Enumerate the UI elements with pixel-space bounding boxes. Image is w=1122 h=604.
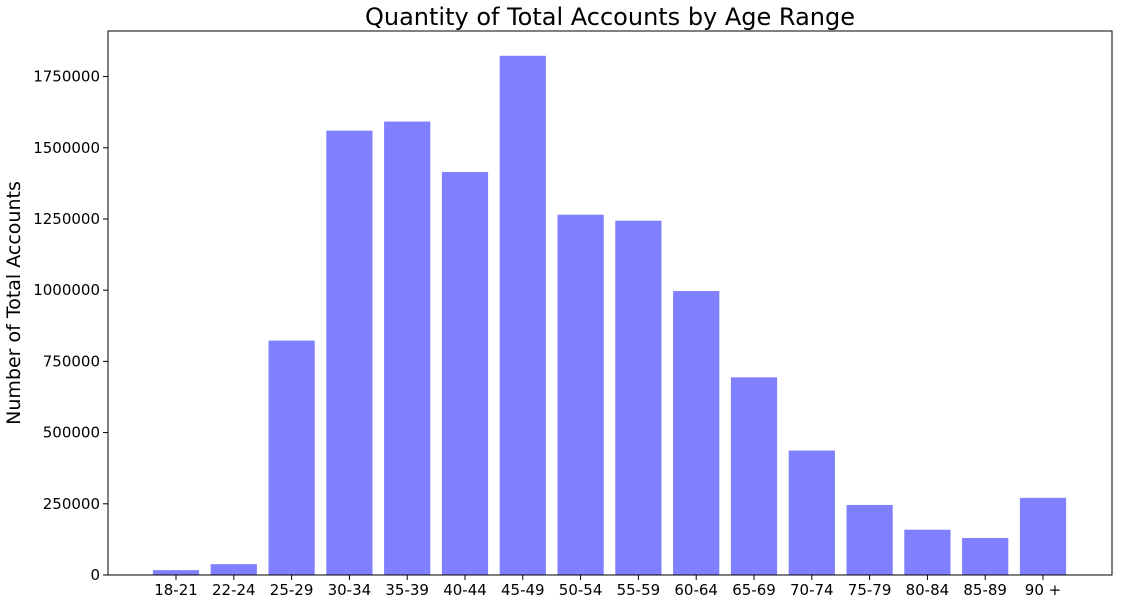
x-tick-label: 85-89: [963, 581, 1007, 599]
plot-frame: [107, 30, 1113, 576]
x-tick-label: 18-21: [154, 581, 198, 599]
y-tick-label: 750000: [43, 352, 100, 370]
y-tick-label: 1000000: [33, 281, 100, 299]
bar-25-29: [268, 340, 315, 575]
x-tick-label: 65-69: [732, 581, 776, 599]
bar-40-44: [441, 171, 489, 575]
x-tick-label: 50-54: [559, 581, 603, 599]
chart-title: Quantity of Total Accounts by Age Range: [365, 3, 855, 31]
x-tick-label: 22-24: [212, 581, 256, 599]
x-tick-label: 80-84: [906, 581, 950, 599]
bar-60-64: [673, 291, 720, 575]
bar-90plus: [1019, 497, 1067, 575]
bar-50-54: [557, 214, 604, 576]
x-tick-label: 30-34: [328, 581, 372, 599]
bar-85-89: [962, 537, 1009, 575]
x-tick-label: 25-29: [270, 581, 314, 599]
bar-55-59: [615, 220, 662, 575]
y-axis-label: Number of Total Accounts: [3, 181, 25, 425]
y-tick-label: 1750000: [33, 68, 100, 86]
y-tick-label: 250000: [43, 495, 100, 513]
bar-35-39: [384, 121, 431, 576]
bar-22-24: [210, 564, 257, 575]
bar-18-21: [152, 570, 200, 575]
y-tick-label: 1500000: [33, 139, 100, 157]
x-axis-ticks: 18-21 22-24 25-29 30-34 35-39 40-44 45-49 50-54…: [154, 575, 1061, 599]
x-tick-label: 70-74: [790, 581, 834, 599]
bar-45-49: [499, 55, 546, 576]
y-tick-label: 0: [90, 566, 100, 584]
x-tick-label: 45-49: [501, 581, 545, 599]
x-tick-label: 40-44: [443, 581, 487, 599]
bar-30-34: [326, 130, 373, 576]
x-tick-label: 35-39: [385, 581, 429, 599]
y-tick-label: 1250000: [33, 210, 100, 228]
y-axis-ticks: 0 250000 500000 750000 1000000 1250000 1500000…: [33, 68, 108, 584]
bar-80-84: [904, 529, 951, 575]
x-tick-label: 60-64: [674, 581, 718, 599]
bar-75-79: [846, 504, 893, 575]
bars: [152, 55, 1067, 576]
x-tick-label: 90 +: [1025, 581, 1061, 599]
bar-65-69: [730, 377, 778, 575]
x-tick-label: 75-79: [848, 581, 892, 599]
x-tick-label: 55-59: [617, 581, 661, 599]
y-tick-label: 500000: [43, 424, 100, 442]
bar-70-74: [788, 450, 835, 575]
